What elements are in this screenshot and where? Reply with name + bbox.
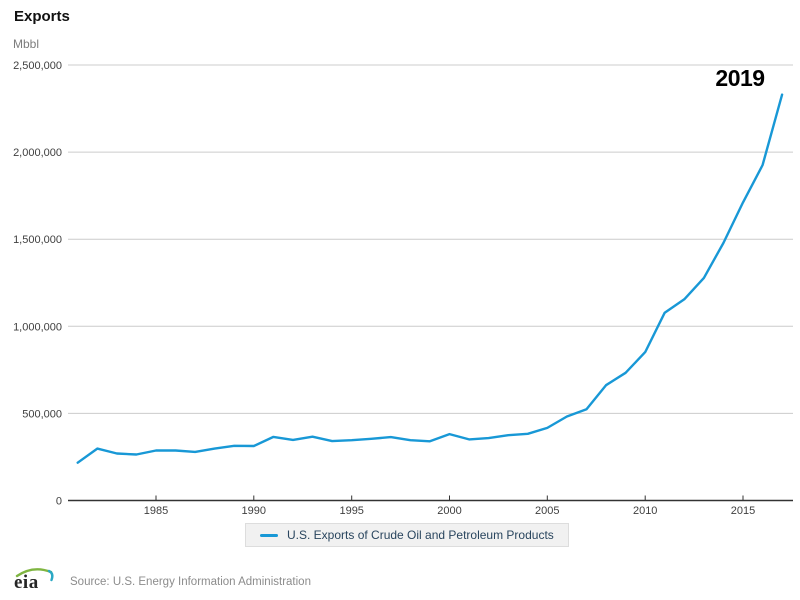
- footer: eia Source: U.S. Energy Information Admi…: [0, 562, 800, 600]
- legend: U.S. Exports of Crude Oil and Petroleum …: [245, 523, 569, 547]
- y-axis-tick-label: 2,000,000: [13, 147, 62, 159]
- x-axis-tick-label: 2000: [437, 505, 461, 517]
- x-axis-tick-label: 1985: [144, 505, 168, 517]
- year-annotation: 2019: [715, 65, 765, 91]
- x-axis-tick-label: 2010: [633, 505, 657, 517]
- y-axis-tick-label: 2,500,000: [13, 60, 62, 72]
- y-axis-tick-label: 1,500,000: [13, 234, 62, 246]
- line-chart: 0 500,000 1,000,000 1,500,000 2,000,000 2,500…: [13, 60, 793, 517]
- legend-line-swatch: [260, 533, 278, 537]
- x-axis-tick-label: 1995: [339, 505, 363, 517]
- x-axis-tick-label: 1990: [242, 505, 266, 517]
- eia-logo: eia: [12, 564, 58, 596]
- y-axis-units-label: Mbbl: [13, 37, 40, 51]
- logo-swoosh-teal-icon: [47, 569, 54, 582]
- eia-logo-text: eia: [14, 572, 39, 593]
- y-axis-tick-label: 1,000,000: [13, 321, 62, 333]
- y-axis-tick-label: 0: [56, 496, 62, 508]
- source-attribution: Source: U.S. Energy Information Administ…: [70, 576, 311, 588]
- page-title: Exports: [14, 8, 70, 25]
- x-axis-tick-label: 2005: [535, 505, 559, 517]
- y-axis-tick-label: 500,000: [22, 408, 62, 420]
- series-line: [76, 93, 784, 464]
- legend-label: U.S. Exports of Crude Oil and Petroleum …: [287, 528, 554, 542]
- x-axis-tick-label: 2015: [731, 505, 755, 517]
